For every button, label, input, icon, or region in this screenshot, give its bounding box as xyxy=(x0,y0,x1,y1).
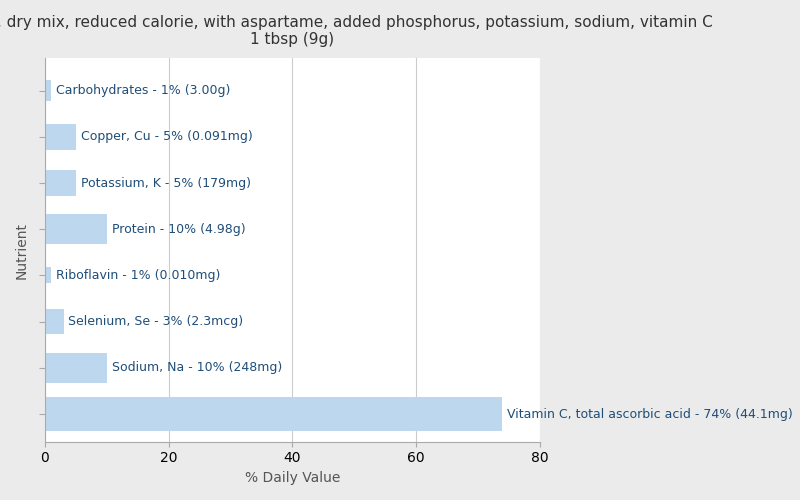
Text: Potassium, K - 5% (179mg): Potassium, K - 5% (179mg) xyxy=(81,176,251,190)
Text: Protein - 10% (4.98g): Protein - 10% (4.98g) xyxy=(112,222,246,235)
X-axis label: % Daily Value: % Daily Value xyxy=(245,471,340,485)
Y-axis label: Nutrient: Nutrient xyxy=(15,222,29,278)
Bar xyxy=(45,170,76,196)
Bar xyxy=(45,309,63,334)
Text: Sodium, Na - 10% (248mg): Sodium, Na - 10% (248mg) xyxy=(112,362,282,374)
Bar xyxy=(45,396,502,432)
Bar xyxy=(45,80,51,101)
Text: Vitamin C, total ascorbic acid - 74% (44.1mg): Vitamin C, total ascorbic acid - 74% (44… xyxy=(507,408,793,420)
Bar xyxy=(45,268,51,283)
Bar xyxy=(45,214,106,244)
Text: Riboflavin - 1% (0.010mg): Riboflavin - 1% (0.010mg) xyxy=(56,269,221,282)
Title: Gelatin desserts, dry mix, reduced calorie, with aspartame, added phosphorus, po: Gelatin desserts, dry mix, reduced calor… xyxy=(0,15,713,48)
Text: Carbohydrates - 1% (3.00g): Carbohydrates - 1% (3.00g) xyxy=(56,84,230,97)
Bar xyxy=(45,124,76,150)
Bar xyxy=(45,353,106,383)
Text: Copper, Cu - 5% (0.091mg): Copper, Cu - 5% (0.091mg) xyxy=(81,130,253,143)
Text: Selenium, Se - 3% (2.3mcg): Selenium, Se - 3% (2.3mcg) xyxy=(69,315,243,328)
